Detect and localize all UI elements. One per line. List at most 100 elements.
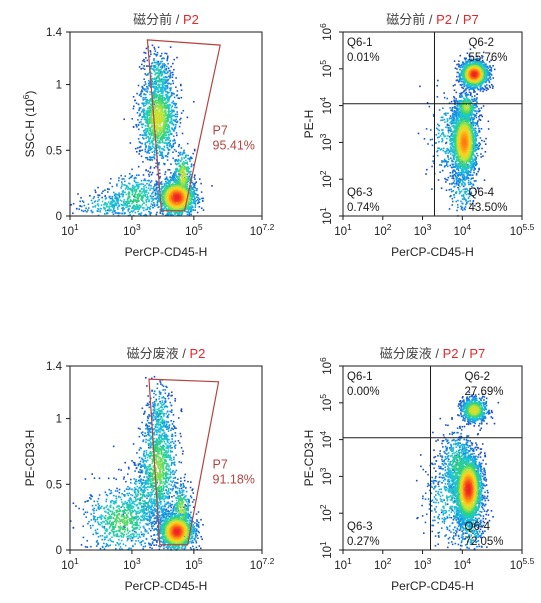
- event-dot: [454, 197, 456, 199]
- event-dot: [154, 86, 156, 88]
- event-dot: [157, 65, 159, 67]
- event-dot: [189, 160, 191, 162]
- event-dot: [182, 163, 184, 165]
- event-dot: [113, 204, 115, 206]
- event-dot: [437, 129, 439, 131]
- event-dot: [138, 124, 140, 126]
- event-dot: [167, 124, 169, 126]
- event-dot: [169, 140, 171, 142]
- event-dot: [200, 183, 202, 185]
- event-dot: [162, 71, 164, 73]
- event-dot: [148, 185, 150, 187]
- event-dot: [142, 149, 144, 151]
- event-dot: [131, 207, 133, 209]
- event-dot: [455, 163, 457, 165]
- event-dot: [190, 174, 192, 176]
- event-dot: [464, 179, 466, 181]
- event-dot: [440, 135, 442, 137]
- event-dot: [136, 174, 138, 176]
- event-dot: [86, 211, 88, 213]
- event-dot: [88, 207, 90, 209]
- event-dot: [124, 175, 126, 177]
- event-dot: [446, 142, 448, 144]
- event-dot: [155, 188, 157, 190]
- event-dot: [182, 166, 184, 168]
- event-dot: [117, 203, 119, 205]
- event-dot: [173, 135, 175, 137]
- event-dot: [138, 104, 140, 106]
- event-dot: [172, 63, 174, 65]
- event-dot: [161, 148, 163, 150]
- event-dot: [176, 197, 178, 199]
- event-dot: [488, 128, 490, 130]
- event-dot: [165, 155, 167, 157]
- event-dot: [148, 187, 150, 189]
- event-dot: [166, 73, 168, 75]
- event-dot: [136, 197, 138, 199]
- event-dot: [111, 186, 113, 188]
- x-tick-label-exp: 7.2: [262, 222, 274, 232]
- event-dot: [444, 165, 446, 167]
- event-dot: [129, 173, 131, 175]
- event-dot: [143, 210, 145, 212]
- event-dot: [118, 197, 120, 199]
- event-dot: [449, 196, 451, 198]
- event-dot: [164, 53, 166, 55]
- event-dot: [164, 66, 166, 68]
- event-dot: [113, 192, 115, 194]
- event-dot: [133, 205, 135, 207]
- event-dot: [157, 187, 159, 189]
- event-dot: [135, 199, 137, 201]
- event-dot: [150, 157, 152, 159]
- event-dot: [459, 69, 461, 71]
- event-dot: [190, 206, 192, 208]
- event-dot: [174, 142, 176, 144]
- event-dot: [449, 136, 451, 138]
- event-dot: [109, 203, 111, 205]
- event-dot: [483, 141, 485, 143]
- event-dot: [149, 213, 151, 215]
- event-dot: [176, 171, 178, 173]
- event-dot: [142, 109, 144, 111]
- event-dot: [123, 178, 125, 180]
- event-dot: [144, 99, 146, 101]
- event-dot: [140, 150, 142, 152]
- event-dot: [178, 178, 180, 180]
- event-dot: [155, 97, 157, 99]
- event-dot: [167, 169, 169, 171]
- event-dot: [480, 156, 482, 158]
- event-dot: [118, 177, 120, 179]
- event-dot: [150, 206, 152, 208]
- event-dot: [194, 150, 196, 152]
- event-dot: [173, 103, 175, 105]
- event-dot: [105, 210, 107, 212]
- event-dot: [183, 161, 185, 163]
- event-dot: [140, 107, 142, 109]
- event-dot: [447, 157, 449, 159]
- event-dot: [116, 183, 118, 185]
- event-dot: [176, 111, 178, 113]
- event-dot: [164, 174, 166, 176]
- event-dot: [439, 148, 441, 150]
- event-dot: [482, 87, 484, 89]
- event-dot: [147, 136, 149, 138]
- event-dot: [99, 210, 101, 212]
- event-dot: [156, 89, 158, 91]
- x-tick-label-base: 10: [61, 226, 74, 238]
- event-dot: [149, 91, 151, 93]
- event-dot: [453, 190, 455, 192]
- event-dot: [145, 116, 147, 118]
- event-dot: [471, 169, 473, 171]
- event-dot: [454, 89, 456, 91]
- event-dot: [108, 189, 110, 191]
- event-dot: [141, 111, 143, 113]
- event-dot: [155, 66, 157, 68]
- event-dot: [466, 202, 468, 204]
- event-dot: [170, 66, 172, 68]
- event-dot: [160, 88, 162, 90]
- event-dot: [183, 176, 185, 178]
- event-dot: [111, 204, 113, 206]
- event-dot: [155, 91, 157, 93]
- event-dot: [126, 194, 128, 196]
